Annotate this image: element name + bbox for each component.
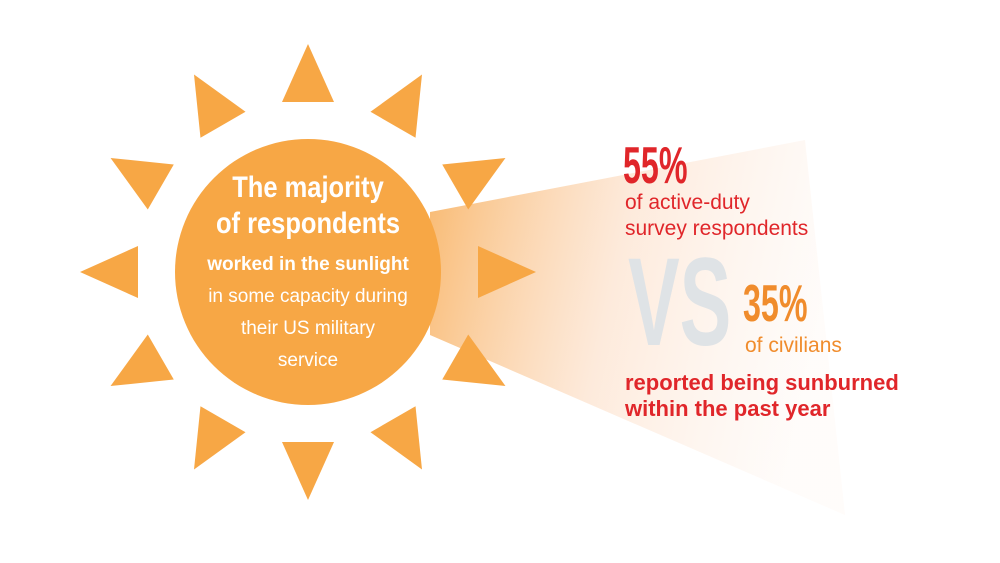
- sun-beam: [430, 140, 845, 515]
- sun-ray: [282, 44, 334, 102]
- body-text: their US military: [241, 318, 376, 339]
- sun-disc: [175, 139, 441, 405]
- conclusion: within the past year: [624, 396, 831, 421]
- sun-ray: [442, 158, 506, 210]
- body-text: worked in the sunlight: [206, 254, 409, 275]
- sun-ray: [370, 74, 422, 138]
- headline: The majority: [232, 170, 384, 203]
- sun-ray: [80, 246, 138, 298]
- label: of active-duty: [625, 191, 750, 214]
- percent: 55%: [623, 137, 688, 195]
- sun-ray: [282, 442, 334, 500]
- conclusion: reported being sunburned: [625, 370, 899, 395]
- sun-ray: [110, 158, 174, 210]
- label: of civilians: [745, 334, 842, 357]
- body-text: service: [278, 350, 338, 371]
- sun-ray: [478, 246, 536, 298]
- sun-ray: [442, 334, 506, 386]
- sun-ray: [194, 74, 246, 138]
- sun-ray: [110, 334, 174, 386]
- body-text: in some capacity during: [208, 286, 408, 307]
- sun-ray: [370, 406, 422, 470]
- sun-ray: [194, 406, 246, 470]
- label: survey respondents: [625, 217, 808, 240]
- versus: VS: [628, 233, 731, 372]
- percent: 35%: [743, 275, 808, 333]
- sun-text: The majority of respondents worked in th…: [206, 170, 409, 371]
- headline: of respondents: [216, 206, 400, 239]
- sun-rays: [80, 44, 536, 500]
